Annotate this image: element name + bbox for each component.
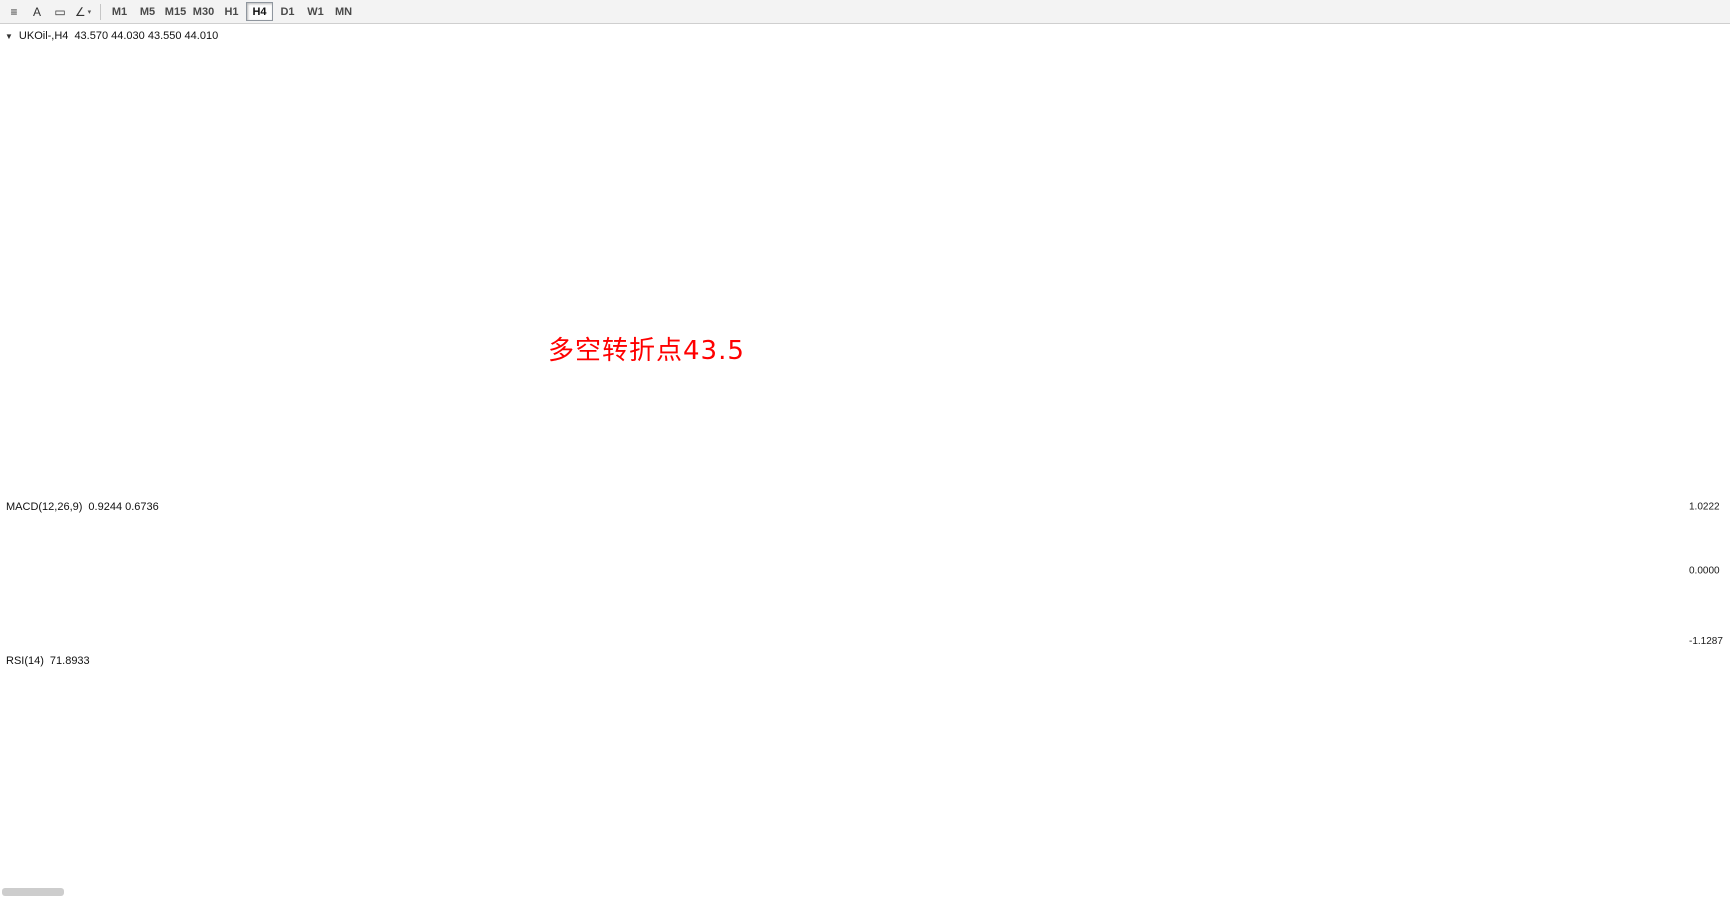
timeframe-button-m1[interactable]: M1 [111,5,128,18]
timeframe-button-h1[interactable]: H1 [224,5,239,18]
symbol-name: UKOil-,H4 [18,30,69,42]
macd-values: 0.9244 0.6736 [88,501,159,513]
toolbar: ≡ A ▭ ∠ ▾ M1 M5 M15 M30 H1 H4 D1 W1 MN [0,0,1730,24]
label-tool-button[interactable]: ▭ [54,4,66,19]
symbol-title: ▼ UKOil-,H4 43.570 44.030 43.550 44.010 [5,30,218,42]
macd-tick-label: -1.1287 [1689,636,1723,647]
chart-annotation-text[interactable]: 多空转折点43.5 [548,336,745,366]
angle-icon: ∠ [74,4,86,19]
line-studies-button[interactable]: ∠ ▾ [72,2,94,22]
timeframe-button-m30[interactable]: M30 [192,5,215,18]
text-tool-button[interactable]: A [32,4,41,19]
chevron-down-icon: ▾ [87,8,92,16]
macd-indicator-label: MACD(12,26,9) 0.9244 0.6736 [6,501,159,513]
timeframe-button-d1[interactable]: D1 [280,5,295,18]
chart-menu-icon[interactable]: ▼ [5,31,13,41]
rsi-indicator-label: RSI(14) 71.8933 [6,655,90,667]
macd-axis-ticks-fix: 1.0222 0.0000 -1.1287 [1689,502,1723,648]
toolbar-grip[interactable]: ≡ [10,4,18,19]
timeframe-button-mn[interactable]: MN [334,5,353,18]
macd-name: MACD(12,26,9) [6,501,83,513]
timeframe-button-w1[interactable]: W1 [307,5,324,18]
timeframe-button-h4[interactable]: H4 [246,2,273,21]
timeframe-button-m15[interactable]: M15 [164,5,187,18]
toolbar-separator [100,3,101,20]
macd-tick-label: 1.0222 [1689,502,1720,513]
horizontal-scrollbar-thumb[interactable] [2,888,64,896]
timeframe-button-m5[interactable]: M5 [139,5,156,18]
rsi-name: RSI(14) [6,655,44,667]
rsi-value: 71.8933 [49,655,90,667]
ohlc-values: 43.570 44.030 43.550 44.010 [74,30,219,42]
macd-tick-label: 0.0000 [1689,566,1720,577]
